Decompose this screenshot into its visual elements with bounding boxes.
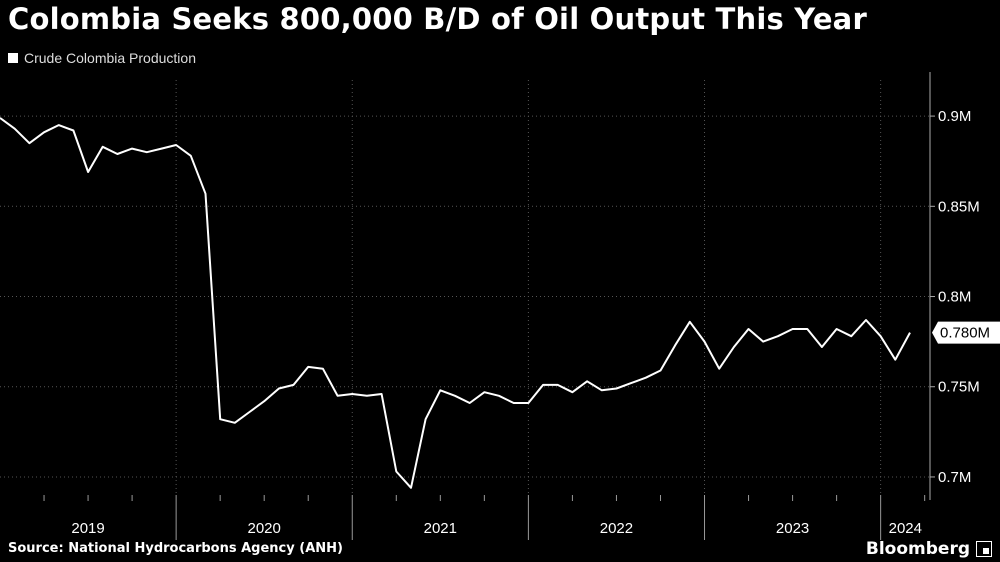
x-tick-label: 2024 [889,520,922,537]
bloomberg-logo-icon [976,541,992,557]
series-line [0,117,911,489]
y-tick-label: 0.9M [938,108,971,125]
last-value-callout [932,321,1000,344]
x-tick-label: 2021 [424,520,457,537]
y-tick-label: 0.85M [938,198,980,215]
legend-label: Crude Colombia Production [24,50,196,66]
y-tick-label: 0.75M [938,379,980,396]
brand-logo: Bloomberg [866,539,992,559]
last-value-label: 0.780M [940,325,990,342]
legend: Crude Colombia Production [8,50,196,66]
x-tick-label: 2020 [248,520,281,537]
source-note: Source: National Hydrocarbons Agency (AN… [8,541,343,556]
x-tick-label: 2019 [71,520,104,537]
y-tick-label: 0.7M [938,469,971,486]
x-tick-label: 2023 [776,520,809,537]
legend-swatch [8,53,18,63]
x-tick-label: 2022 [600,520,633,537]
brand-name: Bloomberg [865,539,970,559]
chart-title: Colombia Seeks 800,000 B/D of Oil Output… [8,2,867,36]
y-tick-label: 0.8M [938,289,971,306]
